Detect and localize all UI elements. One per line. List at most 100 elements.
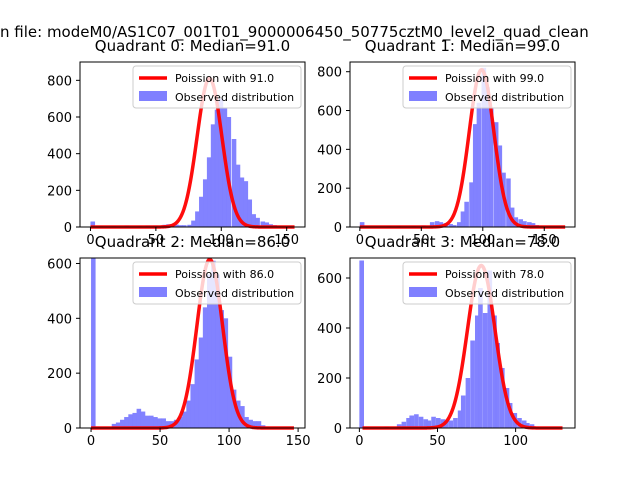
histogram-bar: [448, 420, 454, 428]
histogram-bar: [226, 117, 232, 227]
histogram-bar: [497, 145, 503, 227]
histogram-bar: [235, 164, 241, 227]
legend-observed-swatch: [409, 287, 437, 297]
histogram-bar: [460, 395, 466, 428]
histogram-bar: [153, 417, 158, 428]
chart-panel-1: 0 50 100 150 0 200 400 600 800 Quadrant 1: Median…: [317, 37, 576, 248]
histogram-bar: [165, 421, 171, 428]
histogram-bar: [492, 315, 497, 428]
histogram-bar: [256, 421, 262, 428]
y-tick-label: 600: [317, 105, 342, 120]
histogram-bar: [401, 421, 407, 428]
axes-frame: [349, 257, 576, 429]
histogram-bar: [487, 270, 493, 428]
y-tick-label: 400: [47, 148, 72, 163]
histogram-bar: [495, 343, 500, 428]
y-tick-label: 200: [317, 182, 342, 197]
histogram-bar: [182, 411, 187, 428]
histogram-bar: [239, 177, 245, 227]
legend-observed-label: Observed distribution: [445, 91, 564, 104]
histogram-bar: [91, 258, 96, 428]
histogram-bar: [210, 124, 216, 227]
legend-model-label: Poission with 99.0: [445, 72, 544, 85]
y-tick-label: 400: [47, 312, 72, 327]
histogram-bar: [90, 221, 96, 227]
histogram-bar: [223, 318, 229, 428]
chart-panel-0: 0 50 100 150 0 200 400 600 800 Quadrant 0: Median…: [47, 37, 306, 248]
histogram-bar: [240, 406, 245, 428]
x-tick-label: 50: [148, 233, 165, 248]
x-tick-label: 150: [286, 434, 311, 449]
y-tick-label: 0: [64, 221, 72, 236]
histogram-bar: [198, 337, 204, 428]
legend-box: [402, 65, 572, 109]
y-tick-label: 400: [317, 143, 342, 158]
histogram-bar: [132, 412, 137, 428]
histogram-bar: [128, 414, 133, 428]
histogram-bar: [406, 418, 411, 428]
histogram-bar: [178, 225, 183, 227]
histogram-bar: [115, 422, 121, 428]
panel-title: Quadrant 1: Median=99.0: [365, 37, 560, 55]
y-tick-label: 0: [334, 221, 342, 236]
histogram-bar: [218, 98, 224, 228]
histogram-bar: [227, 356, 233, 428]
legend-box: [132, 261, 302, 305]
histogram-bar: [409, 415, 414, 428]
histogram-bar: [434, 221, 440, 227]
histogram-bar: [174, 224, 179, 227]
histogram-bar: [199, 196, 204, 227]
x-tick-label: 100: [503, 434, 528, 449]
panel-title: Quadrant 3: Median=78.0: [365, 233, 560, 251]
histogram-bar: [396, 424, 402, 428]
histogram-bar: [186, 400, 191, 428]
histogram-bar: [214, 109, 220, 227]
panel-title: Quadrant 0: Median=91.0: [95, 37, 290, 55]
panel-title: Quadrant 2: Median=86.0: [95, 233, 290, 251]
chart-panel-2: 0 50 100 150 0 200 400 600 Quadrant 2: Median=86…: [47, 233, 310, 449]
x-tick-label: 100: [470, 233, 495, 248]
histogram-bar: [247, 199, 253, 227]
legend-observed-label: Observed distribution: [175, 287, 294, 300]
y-tick-label: 600: [317, 272, 342, 287]
histogram-bar: [522, 221, 527, 227]
histogram-bar: [485, 87, 490, 227]
x-tick-label: 100: [209, 233, 234, 248]
y-tick-label: 0: [64, 422, 72, 437]
histogram-bar: [472, 124, 478, 227]
histogram-bar: [426, 420, 432, 428]
x-tick-label: 0: [86, 233, 94, 248]
y-tick-label: 200: [47, 184, 72, 199]
histogram-bar: [481, 67, 487, 227]
histogram-bar: [475, 315, 480, 428]
histogram-bar: [500, 368, 505, 428]
histogram-bar: [251, 214, 256, 227]
x-tick-label: 50: [152, 434, 169, 449]
x-tick-label: 0: [355, 434, 363, 449]
histogram-bar: [215, 274, 220, 428]
x-tick-label: 100: [217, 434, 242, 449]
histogram-bar: [527, 222, 532, 227]
histogram-bar: [231, 389, 237, 428]
axes-frame: [79, 257, 306, 429]
histogram-bar: [124, 417, 129, 428]
histogram-bar: [507, 403, 513, 428]
histogram-bar: [359, 222, 365, 227]
histogram-bar: [482, 313, 488, 428]
legend-box: [402, 261, 572, 305]
y-tick-label: 800: [317, 66, 342, 81]
histogram-bar: [190, 384, 195, 428]
histogram-bar: [530, 223, 536, 227]
histogram-bar: [157, 418, 162, 428]
histogram-bar: [506, 178, 511, 227]
histogram-bar: [248, 419, 253, 428]
histogram-bar: [140, 411, 146, 428]
histogram-bar: [521, 420, 527, 428]
histogram-bar: [255, 217, 260, 227]
histogram-bar: [359, 260, 364, 428]
x-tick-label: 150: [274, 233, 299, 248]
figure-suptitle: n file: modeM0/AS1C07_001T01_9000006450_…: [0, 23, 589, 42]
y-tick-label: 0: [334, 422, 342, 437]
histogram-bar: [231, 139, 237, 227]
